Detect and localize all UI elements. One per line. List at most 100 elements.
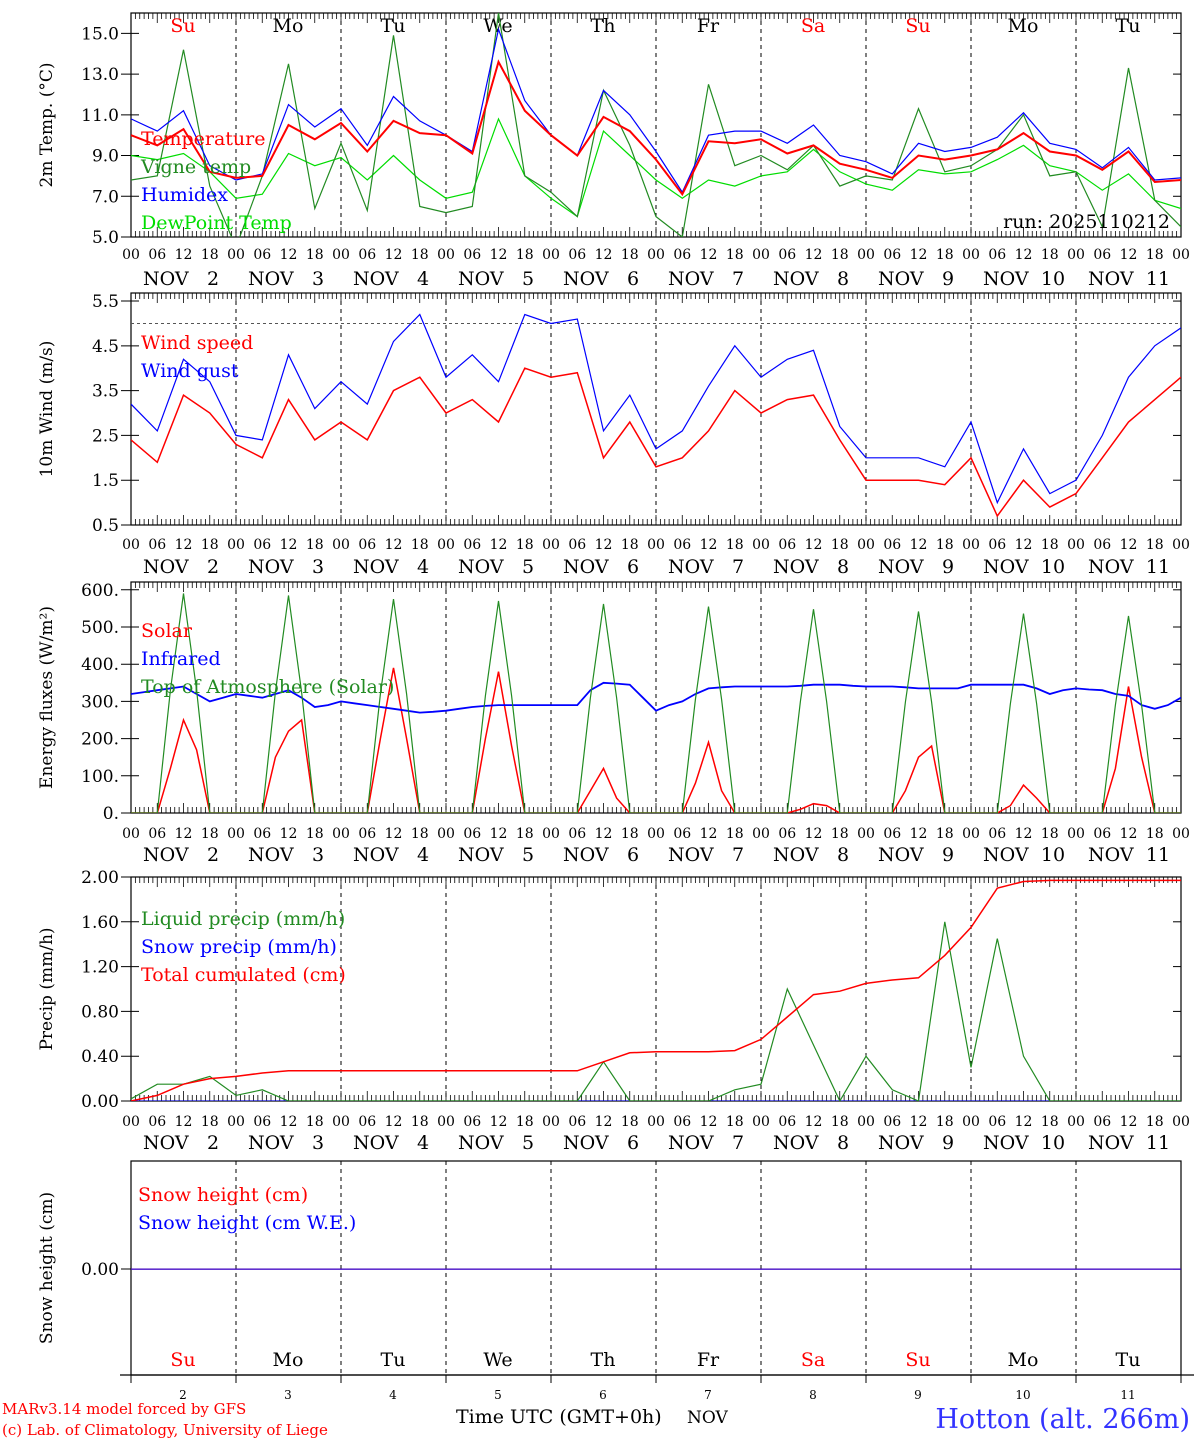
legend-entry: Snow precip (mm/h)	[141, 936, 337, 958]
x-hour-label: 00	[437, 826, 455, 842]
x-hour-label: 00	[437, 537, 455, 553]
x-hour-label: 18	[831, 826, 849, 842]
legend-entry: Infrared	[141, 648, 221, 670]
x-hour-label: 18	[831, 537, 849, 553]
x-hour-label: 00	[122, 537, 140, 553]
x-hour-label: 06	[148, 537, 166, 553]
y-tick-label: 0.40	[81, 1047, 119, 1067]
x-hour-label: 12	[1015, 247, 1033, 263]
x-hour-label: 00	[647, 537, 665, 553]
x-hour-label: 12	[1120, 826, 1138, 842]
x-date-day: 4	[417, 556, 429, 578]
x-hour-label: 06	[568, 247, 586, 263]
x-date-month: NOV	[143, 844, 189, 866]
weekday-label: Su	[170, 15, 195, 37]
y-tick-label: 1.5	[92, 471, 119, 491]
x-date-month: NOV	[563, 556, 609, 578]
x-date-day: 6	[627, 1132, 639, 1154]
x-hour-label: 12	[385, 537, 403, 553]
x-hour-label: 12	[910, 826, 928, 842]
y-tick-label: 0.80	[81, 1002, 119, 1022]
x-hour-label: 18	[936, 1114, 954, 1130]
panel-temp: 5.0 7.0 9.0 11.0 13.0 15.0 2m Temp. (°C) 00 06 12…	[37, 12, 1190, 290]
x-date-day: 6	[627, 844, 639, 866]
legend-entry: Wind gust	[141, 360, 239, 382]
x-hour-label: 18	[726, 247, 744, 263]
x-date-month: NOV	[353, 268, 399, 290]
x-date-month: NOV	[563, 844, 609, 866]
y-tick-label: 0.00	[81, 1260, 119, 1280]
y-tick-label: 200.	[81, 730, 119, 750]
x-hour-label: 06	[883, 247, 901, 263]
x-hour-label: 18	[1146, 826, 1164, 842]
x-hour-label: 06	[358, 1114, 376, 1130]
weekday-label: Mo	[273, 15, 304, 37]
x-date-month: NOV	[143, 268, 189, 290]
x-hour-label: 00	[227, 1114, 245, 1130]
x-date-month: NOV	[668, 1132, 714, 1154]
x-date-day: 5	[522, 556, 534, 578]
weekday-label: Su	[905, 15, 930, 37]
copyright: (c) Lab. of Climatology, University of L…	[2, 1421, 328, 1439]
y-axis-label: Snow height (cm)	[37, 1192, 57, 1344]
x-day-number: 6	[599, 1388, 607, 1402]
x-hour-label: 18	[726, 537, 744, 553]
x-hour-label: 18	[936, 537, 954, 553]
x-hour-label: 06	[673, 247, 691, 263]
x-hour-label: 18	[201, 247, 219, 263]
y-tick-label: 1.20	[81, 958, 119, 978]
x-date-day: 8	[837, 556, 849, 578]
x-hour-label: 12	[700, 537, 718, 553]
x-date-day: 4	[417, 268, 429, 290]
x-hour-label: 12	[385, 247, 403, 263]
x-hour-label: 06	[253, 247, 271, 263]
x-date-day: 3	[312, 1132, 324, 1154]
x-hour-label: 18	[516, 826, 534, 842]
x-date-month: NOV	[248, 844, 294, 866]
weekday-label: Su	[170, 1349, 195, 1371]
weekday-label: We	[483, 1349, 512, 1371]
y-tick-label: 15.0	[81, 24, 119, 44]
y-tick-label: 13.0	[81, 65, 119, 85]
x-hour-label: 00	[647, 826, 665, 842]
y-tick-label: 300.	[81, 692, 119, 712]
x-date-day: 7	[732, 844, 744, 866]
x-date-day: 9	[942, 268, 954, 290]
weekday-label: Su	[905, 1349, 930, 1371]
x-hour-label: 00	[752, 1114, 770, 1130]
x-hour-label: 12	[490, 1114, 508, 1130]
x-hour-label: 00	[542, 537, 560, 553]
x-date-day: 11	[1146, 556, 1170, 578]
y-axis-label: 2m Temp. (°C)	[37, 62, 57, 187]
x-hour-label: 18	[621, 537, 639, 553]
x-day-number: 10	[1015, 1388, 1030, 1402]
x-hour-label: 18	[306, 826, 324, 842]
x-hour-label: 12	[595, 1114, 613, 1130]
x-hour-label: 06	[883, 1114, 901, 1130]
x-hour-label: 18	[411, 247, 429, 263]
x-hour-label: 06	[568, 537, 586, 553]
x-hour-label: 12	[700, 1114, 718, 1130]
legend-entry: Liquid precip (mm/h)	[141, 908, 345, 930]
x-hour-label: 12	[490, 247, 508, 263]
x-day-number: 11	[1120, 1388, 1135, 1402]
y-tick-label: 9.0	[92, 147, 119, 167]
x-hour-label: 12	[1015, 537, 1033, 553]
x-date-day: 7	[732, 556, 744, 578]
x-hour-label: 18	[621, 826, 639, 842]
y-tick-label: 2.5	[92, 426, 119, 446]
y-axis-label: Precip (mm/h)	[37, 927, 57, 1050]
y-tick-label: 0.5	[92, 516, 119, 536]
x-hour-label: 00	[1067, 1114, 1085, 1130]
x-date-month: NOV	[878, 556, 924, 578]
x-date-day: 8	[837, 844, 849, 866]
x-hour-label: 18	[516, 537, 534, 553]
x-hour-label: 06	[463, 826, 481, 842]
x-hour-label: 00	[857, 537, 875, 553]
x-hour-label: 12	[175, 537, 193, 553]
y-axis-label: 10m Wind (m/s)	[37, 341, 57, 478]
x-hour-label: 00	[227, 826, 245, 842]
x-date-month: NOV	[983, 556, 1029, 578]
x-hour-label: 12	[1015, 826, 1033, 842]
x-date-day: 5	[522, 844, 534, 866]
